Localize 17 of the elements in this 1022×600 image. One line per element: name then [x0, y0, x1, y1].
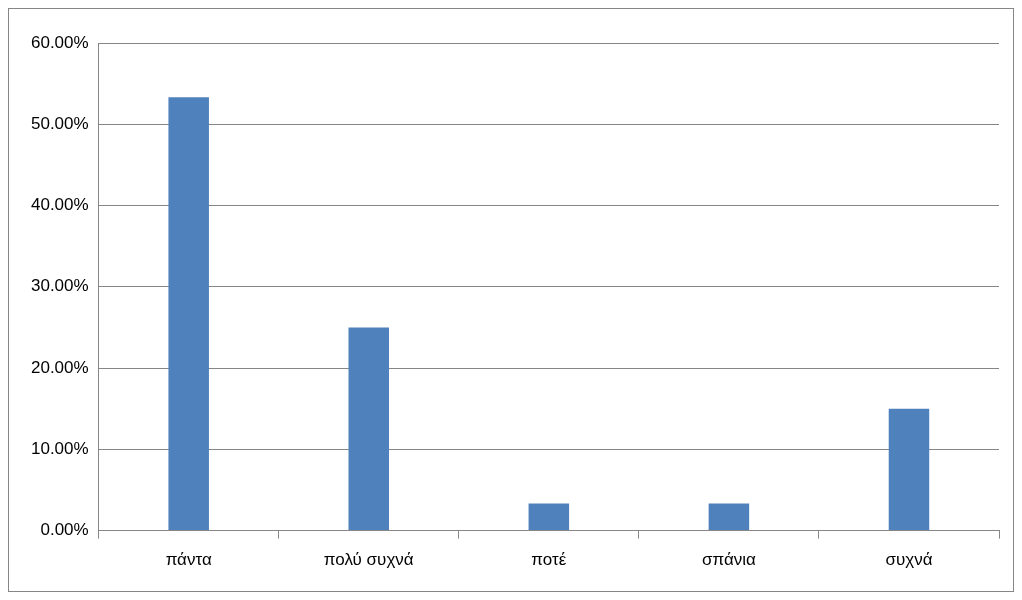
- x-tick-label: σπάνια: [701, 550, 757, 570]
- bar: [348, 327, 390, 531]
- y-tick-label: 20.00%: [30, 357, 89, 377]
- bar: [708, 503, 750, 531]
- x-tick-label: πάντα: [165, 550, 212, 570]
- bar: [528, 503, 570, 531]
- bar: [168, 97, 209, 531]
- bar: [888, 408, 930, 531]
- y-tick-label: 30.00%: [30, 276, 89, 296]
- x-tick-label: ποτέ: [531, 550, 567, 570]
- y-tick-label: 50.00%: [30, 113, 89, 133]
- y-tick-label: 10.00%: [30, 439, 89, 459]
- x-tick-label: πολύ συχνά: [323, 550, 414, 570]
- x-tick-label: συχνά: [885, 550, 933, 570]
- y-tick-label: 60.00%: [30, 32, 89, 52]
- y-tick-label: 40.00%: [30, 195, 89, 215]
- y-tick-label: 0.00%: [40, 520, 89, 540]
